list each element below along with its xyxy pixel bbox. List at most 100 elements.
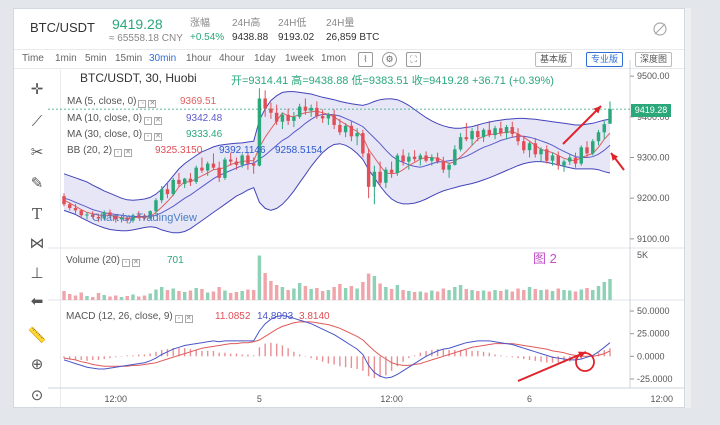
volume-bar xyxy=(378,283,382,300)
volume-bar xyxy=(418,291,423,300)
legend-ma10-value: 9342.48 xyxy=(186,113,223,124)
volume-bar xyxy=(435,291,440,300)
candle xyxy=(384,169,388,183)
pattern-icon[interactable]: ⋈ xyxy=(29,235,45,252)
volume-bar xyxy=(499,291,503,300)
brush-icon[interactable]: ✎ xyxy=(30,175,44,192)
candle xyxy=(435,157,440,162)
annotation-arrow-up-head xyxy=(593,106,601,114)
measure-icon[interactable]: ⊥ xyxy=(30,265,44,282)
volume-bar xyxy=(458,285,463,300)
macd-histogram-bar xyxy=(97,356,100,360)
volume-bar xyxy=(114,295,118,300)
volume-bar xyxy=(297,283,302,300)
candle xyxy=(591,141,595,154)
volume-bar xyxy=(119,297,124,300)
tf-4hour[interactable]: 4hour xyxy=(219,53,245,64)
volume-bar xyxy=(389,289,394,300)
fib-icon[interactable]: ✂ xyxy=(30,144,44,161)
tf-1week[interactable]: 1week xyxy=(285,53,314,64)
candle xyxy=(372,171,377,187)
candle xyxy=(527,143,532,151)
volume-bar xyxy=(125,296,129,300)
crosshair-icon[interactable]: ✛ xyxy=(30,81,44,98)
candle xyxy=(73,207,78,211)
volume-bar xyxy=(85,296,89,300)
macd-histogram-bar xyxy=(350,356,353,369)
macd-histogram-bar xyxy=(471,350,473,357)
tf-30min[interactable]: 30min xyxy=(149,53,177,64)
volume-bar xyxy=(234,292,239,300)
magnet-icon[interactable]: ⊙ xyxy=(30,387,44,404)
macd-tick-label: 50.0000 xyxy=(637,306,670,316)
macd-histogram-bar xyxy=(385,356,387,376)
candle xyxy=(200,167,204,171)
back-arrow-icon[interactable]: ⬅ xyxy=(30,293,44,310)
volume-bar xyxy=(550,291,555,300)
volume-bar xyxy=(108,296,112,300)
annotation-arrow-up xyxy=(562,105,602,145)
candle xyxy=(315,107,319,117)
bollinger-band-fill xyxy=(64,91,610,233)
volume-bar xyxy=(228,293,233,300)
depth-chart-button[interactable]: 深度图 xyxy=(635,52,673,67)
macd-histogram-bar xyxy=(155,351,157,357)
bb-upper-line xyxy=(63,91,611,201)
macd-histogram-bar xyxy=(523,356,525,360)
candle xyxy=(257,98,262,166)
macd-histogram-bar xyxy=(224,352,226,357)
volume-bar xyxy=(573,291,578,300)
candle xyxy=(441,161,446,170)
volume-bar xyxy=(96,293,101,300)
basic-version-button[interactable]: 基本版 xyxy=(535,52,573,67)
volume-bar xyxy=(481,290,486,300)
volume-bar xyxy=(257,255,262,300)
tf-1hour[interactable]: 1hour xyxy=(186,53,212,64)
candle xyxy=(102,212,106,219)
candle xyxy=(91,214,95,217)
macd-histogram-bar xyxy=(172,348,174,357)
hide-icon[interactable] xyxy=(652,21,668,37)
macd-histogram-bar xyxy=(321,356,324,362)
volume-bar xyxy=(263,273,267,300)
volume-bar xyxy=(171,288,175,300)
candle xyxy=(154,200,158,212)
tf-15min[interactable]: 15min xyxy=(115,53,143,64)
settings-icon[interactable]: ⚙ xyxy=(382,52,397,67)
candle xyxy=(79,210,83,216)
macd-histogram-bar xyxy=(252,355,255,357)
legend-macd-line: 14.8993 xyxy=(257,311,294,322)
tf-5min[interactable]: 5min xyxy=(85,53,107,64)
ruler-icon[interactable]: 📏 xyxy=(27,327,47,344)
volume-bar xyxy=(62,291,66,300)
text-tool-icon[interactable]: T xyxy=(31,205,42,223)
candle xyxy=(125,217,129,221)
volume-bar xyxy=(430,290,434,300)
volume-bar xyxy=(343,288,348,300)
candle xyxy=(119,217,124,220)
volume-bar xyxy=(194,288,198,300)
trend-line-icon[interactable]: ⟋ xyxy=(31,113,43,130)
volume-bar xyxy=(401,290,405,300)
volume-bar xyxy=(522,290,526,300)
legend-macd-hist: 11.0852 xyxy=(215,311,251,322)
candle xyxy=(562,161,566,166)
tf-1mon[interactable]: 1mon xyxy=(321,53,347,64)
macd-histogram-bar xyxy=(195,349,197,357)
candle xyxy=(418,155,423,160)
macd-histogram-bar xyxy=(511,356,513,358)
tf-time[interactable]: Time xyxy=(22,53,44,64)
zoom-in-icon[interactable]: ⊕ xyxy=(30,356,44,373)
pro-version-button[interactable]: 专业版 xyxy=(586,52,624,67)
candle xyxy=(430,157,434,161)
tf-1day[interactable]: 1day xyxy=(254,53,276,64)
fullscreen-icon[interactable]: ⛶ xyxy=(406,52,421,67)
legend-macd-signal: 3.8140 xyxy=(299,311,330,322)
tf-1min[interactable]: 1min xyxy=(55,53,77,64)
macd-line xyxy=(63,315,611,379)
volume-bar xyxy=(136,296,141,300)
page-scrollbar[interactable] xyxy=(685,8,691,408)
chart-type-icon[interactable]: ⌇ xyxy=(358,52,373,67)
macd-histogram-bar xyxy=(281,345,284,357)
